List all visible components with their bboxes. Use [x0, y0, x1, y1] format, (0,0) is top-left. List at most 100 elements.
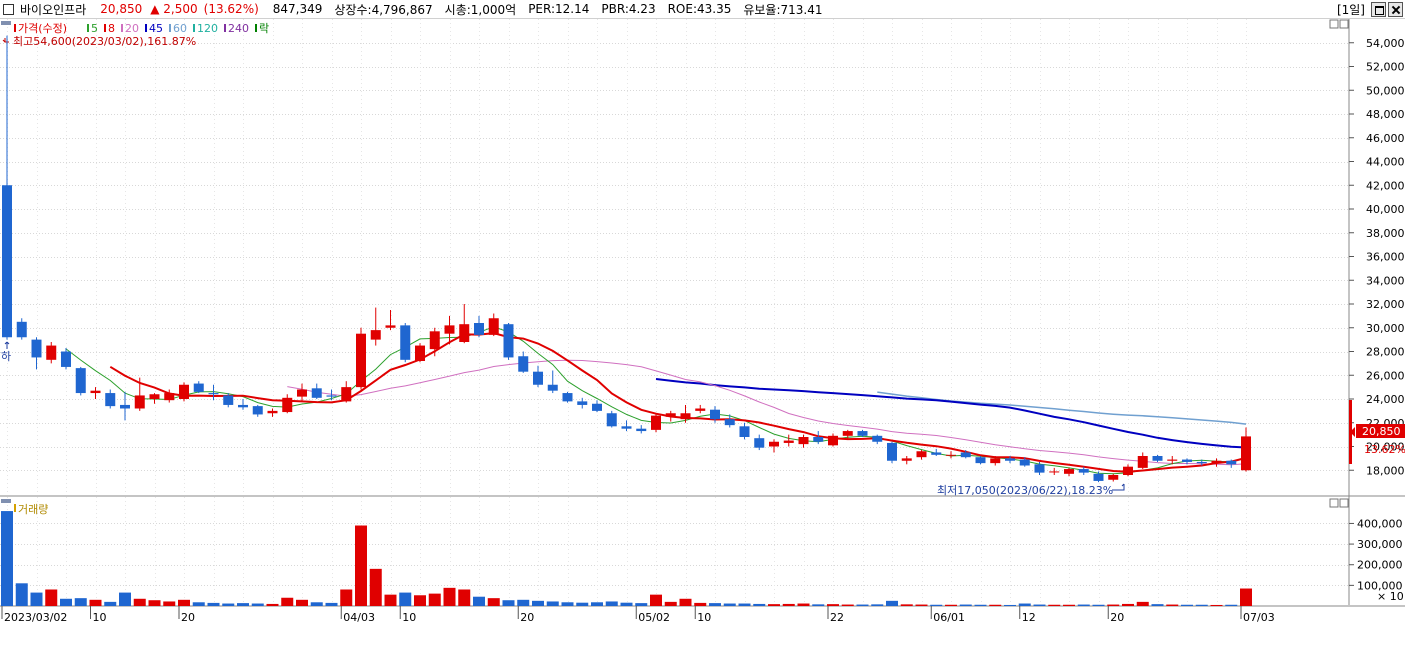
candles — [2, 35, 1251, 483]
legend-marker — [14, 24, 16, 32]
candle-body — [695, 408, 706, 411]
price-tick-label: 18,000 — [1366, 464, 1405, 477]
candle-body — [828, 435, 838, 446]
price-tick-label: 30,000 — [1366, 322, 1405, 335]
legend-entry: 락 — [259, 22, 269, 35]
candle-body — [562, 393, 573, 402]
select-checkbox[interactable] — [3, 3, 14, 15]
legend-marker — [193, 24, 195, 32]
limit-down-marker: 하 — [1, 341, 11, 363]
volume-bar — [605, 601, 618, 606]
volume-panel-controls[interactable] — [1329, 498, 1349, 508]
date-tick-label: 22 — [830, 611, 844, 624]
candle-body — [61, 351, 71, 367]
volume-title: 거래량 — [18, 503, 48, 516]
volume-bar — [1210, 604, 1223, 606]
candle-body — [341, 387, 352, 402]
candle-body — [193, 383, 204, 392]
candle-body — [916, 451, 927, 458]
low-note: 최저17,050(2023/06/22),18.23% — [937, 484, 1113, 497]
volume-bar — [1107, 604, 1120, 606]
candle-body — [518, 356, 529, 372]
volume-bar — [856, 604, 869, 606]
price-panel-controls[interactable] — [1329, 19, 1349, 29]
volume-bar — [384, 594, 397, 606]
price-tick-label: 32,000 — [1366, 298, 1405, 311]
volume-bar — [532, 600, 544, 606]
candle-body — [1108, 475, 1119, 480]
candle-body — [474, 323, 484, 335]
candle-body — [1049, 471, 1060, 473]
date-tick-label: 20 — [1110, 611, 1124, 624]
volume-bar — [900, 604, 913, 606]
date-tick-label: 10 — [697, 611, 711, 624]
candle-body — [252, 406, 263, 415]
stock-chart[interactable]: 가격(수정) 5 8 20 45 60 120 240 락 최고54,600(2023/03/0… — [0, 19, 1405, 648]
volume-bar — [1122, 603, 1134, 606]
ma60-line — [877, 391, 1247, 425]
legend-marker — [121, 24, 123, 32]
price-tick-label: 34,000 — [1366, 274, 1405, 287]
candle-body — [1064, 469, 1074, 474]
panel-handle-icon[interactable] — [1, 21, 11, 25]
candle-body — [783, 440, 794, 443]
volume-bar — [650, 594, 662, 606]
minimize-panel-icon[interactable] — [1329, 498, 1339, 508]
volume-axis: 100,000 200,000 300,000 400,000 — [1349, 517, 1403, 592]
volume-bar — [709, 603, 721, 606]
volume-bar — [1092, 604, 1105, 606]
volume-bar — [399, 592, 412, 606]
volume-bar — [1181, 604, 1193, 606]
volume-bar — [812, 604, 825, 606]
price-tick-label: 28,000 — [1366, 346, 1405, 359]
volume-bar — [591, 602, 603, 606]
candle-body — [16, 321, 27, 338]
candle-body — [444, 325, 455, 334]
stock-info-bar: 바이오인프라 20,850 ▲ 2,500 (13.62%) 847,349 상… — [0, 0, 1405, 19]
date-tick-label: 06/01 — [933, 611, 965, 624]
candle-body — [297, 389, 307, 397]
price-tick-label: 40,000 — [1366, 203, 1405, 216]
limit-down-label: 하 — [1, 349, 11, 363]
volume-bar — [310, 602, 323, 606]
volume-multiplier: × 10 — [1377, 590, 1404, 603]
close-panel-icon[interactable] — [1339, 19, 1349, 29]
date-tick-label: 20 — [520, 611, 534, 624]
volume-bar — [1151, 604, 1164, 606]
volume-bar — [679, 598, 692, 606]
panel-handle-icon[interactable] — [1, 499, 11, 503]
volume-bar — [458, 589, 471, 606]
price-legend: 가격(수정) 5 8 20 45 60 120 240 락 — [14, 22, 269, 35]
high-note: 최고54,600(2023/03/02),161.87% — [13, 35, 196, 48]
candle-body — [488, 318, 499, 335]
volume-bar — [192, 602, 205, 606]
price-tick-label: 26,000 — [1366, 369, 1405, 382]
candle-body — [311, 388, 322, 398]
price-tick-label: 24,000 — [1366, 393, 1405, 406]
candle-body — [385, 325, 396, 328]
candle-body — [990, 458, 1001, 464]
volume-bar — [915, 604, 928, 606]
volume-bar — [207, 602, 220, 606]
volume-bar — [237, 603, 249, 606]
candle-body — [179, 384, 189, 399]
volume-bar — [827, 604, 839, 606]
close-icon[interactable] — [1388, 2, 1403, 17]
volume-bar — [1136, 601, 1149, 606]
close-panel-icon[interactable] — [1339, 498, 1349, 508]
volume-bar — [546, 601, 559, 606]
volume-bar — [60, 598, 72, 606]
minimize-panel-icon[interactable] — [1329, 19, 1339, 29]
maximize-icon[interactable] — [1371, 2, 1386, 17]
candle-body — [267, 410, 278, 414]
volume-bar — [561, 602, 574, 606]
volume-bar — [1, 511, 13, 606]
period-selector[interactable]: [1일] — [1336, 3, 1365, 17]
volume-bar — [886, 600, 898, 606]
candle-body — [533, 371, 543, 385]
candle-body — [739, 426, 750, 437]
volume-bar — [738, 603, 751, 606]
volume-bars — [1, 511, 1252, 606]
volume-bar — [797, 603, 810, 606]
candle-body — [710, 409, 720, 420]
